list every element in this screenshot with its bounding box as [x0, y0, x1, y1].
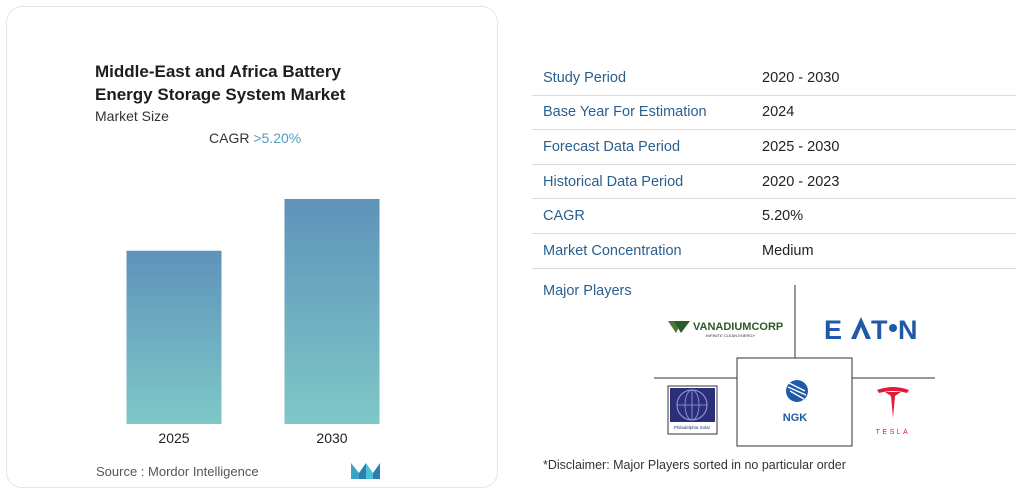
info-value: 2024 [762, 95, 1016, 131]
info-value: 2020 - 2030 [762, 61, 1016, 96]
svg-text:VANADIUMCORP: VANADIUMCORP [693, 321, 783, 333]
cagr-label: CAGR >5.20% [209, 130, 301, 146]
bar-2025 [126, 250, 222, 424]
svg-text:TESLA: TESLA [876, 429, 911, 436]
info-row: CAGR 5.20% [532, 198, 1016, 234]
mordor-intelligence-logo [351, 463, 380, 479]
info-key: Forecast Data Period [532, 129, 762, 165]
eaton-logo: E T N [824, 315, 918, 345]
market-info-table: Study Period 2020 - 2030 Base Year For Est… [532, 61, 1016, 269]
ngk-logo: NGK [783, 380, 808, 424]
bar-2030 [284, 199, 380, 424]
cagr-label-text: CAGR [209, 130, 250, 146]
source-note: Source : Mordor Intelligence [96, 464, 259, 479]
info-key: CAGR [532, 198, 762, 234]
info-value: 5.20% [762, 198, 1016, 234]
bar-chart: 2025 2030 [126, 199, 380, 446]
vanadiumcorp-logo: VANADIUMCORP INFINITE CLEAN ENERGY [668, 321, 783, 338]
info-key: Market Concentration [532, 233, 762, 269]
tesla-logo: TESLA [876, 387, 911, 436]
x-tick-label: 2025 [158, 430, 189, 446]
info-key: Base Year For Estimation [532, 95, 762, 131]
info-value: Medium [762, 233, 1016, 269]
disclaimer-note: *Disclaimer: Major Players sorted in no … [543, 458, 846, 472]
x-tick-label: 2030 [316, 430, 347, 446]
svg-text:N: N [898, 315, 918, 345]
info-row: Historical Data Period 2020 - 2023 [532, 164, 1016, 200]
svg-text:NGK: NGK [783, 412, 808, 424]
info-value: 2025 - 2030 [762, 129, 1016, 165]
major-players-label: Major Players [543, 283, 632, 299]
info-key: Historical Data Period [532, 164, 762, 200]
svg-text:T: T [871, 315, 888, 345]
chart-title: Middle-East and Africa Battery Energy St… [95, 62, 346, 104]
info-row: Study Period 2020 - 2030 [532, 61, 1016, 96]
svg-text:Philadelphia Solar: Philadelphia Solar [674, 425, 711, 430]
info-key: Study Period [532, 61, 762, 96]
cagr-value: >5.20% [253, 130, 302, 146]
info-row: Base Year For Estimation 2024 [532, 95, 1016, 131]
svg-text:INFINITE CLEAN ENERGY: INFINITE CLEAN ENERGY [706, 333, 755, 338]
info-row: Forecast Data Period 2025 - 2030 [532, 129, 1016, 165]
philadelphia-solar-logo: Philadelphia Solar [667, 385, 718, 435]
grid-center-box [736, 357, 853, 447]
info-row: Market Concentration Medium [532, 233, 1016, 269]
chart-subtitle: Market Size [95, 108, 169, 124]
info-value: 2020 - 2023 [762, 164, 1016, 200]
chart-card [6, 6, 498, 488]
svg-text:E: E [824, 315, 843, 345]
